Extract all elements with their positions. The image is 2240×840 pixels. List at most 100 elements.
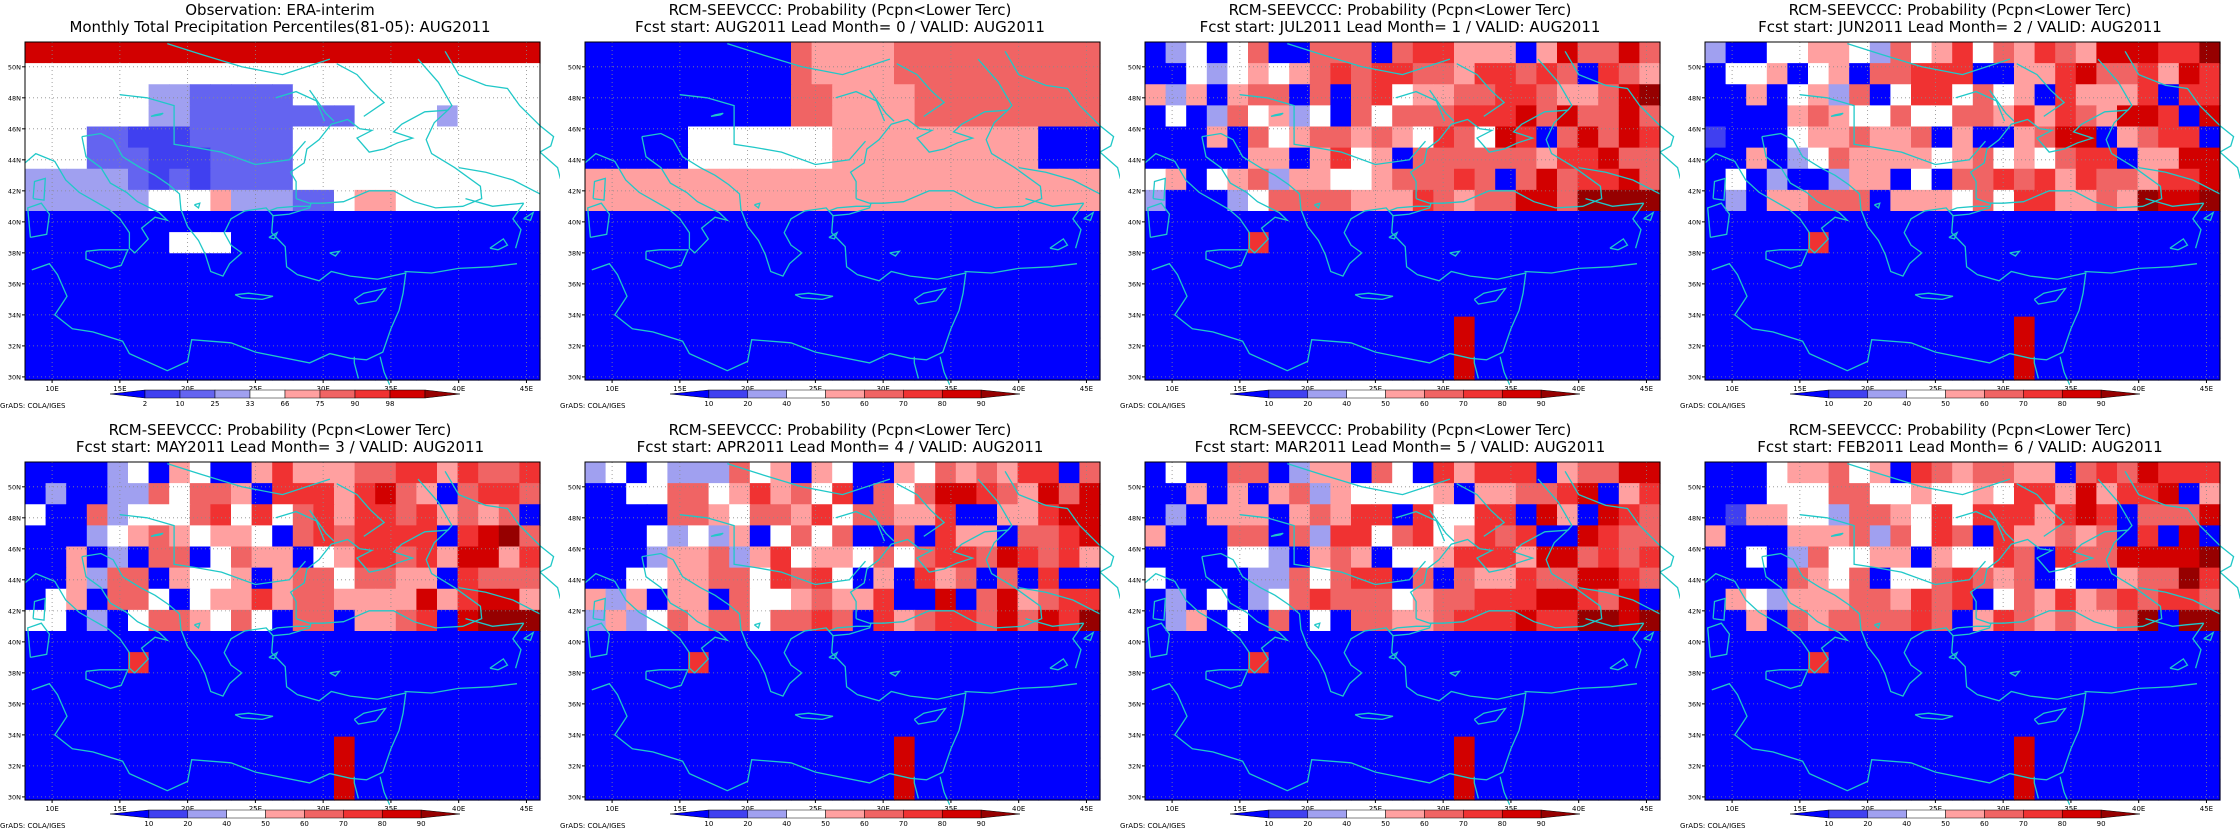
grid-cell [2034, 295, 2056, 318]
grid-cell [45, 631, 67, 653]
grid-cell [2034, 42, 2056, 64]
grid-cell [976, 462, 998, 484]
grid-cell [1890, 567, 1912, 590]
coastline [1072, 202, 1085, 249]
grid-cell [1145, 588, 1167, 611]
grid-cell [1639, 253, 1661, 275]
grid-cell [25, 778, 47, 801]
grid-cell [1351, 462, 1373, 484]
grid-cell [1911, 483, 1933, 505]
grid-cell [811, 525, 833, 548]
grid-cell [1433, 504, 1455, 526]
grid-cell [1705, 126, 1727, 149]
colorbar-label: 90 [351, 400, 360, 408]
colorbar: 10 20 40 50 60 70 80 90 [669, 809, 1021, 828]
grid-cell [519, 546, 541, 569]
grid-cell [272, 337, 294, 360]
grid-cell [1186, 337, 1208, 360]
grid-cell [1079, 189, 1101, 212]
y-tick-label: 46N [8, 545, 21, 553]
grid-cell [1931, 778, 1953, 801]
coastline [1659, 125, 1675, 153]
grid-cell [1351, 84, 1373, 106]
grid-cell [1828, 609, 1850, 632]
grid-cell [1618, 504, 1640, 526]
grid-cell [1495, 757, 1517, 780]
grid-cell [1618, 358, 1640, 381]
grid-cell [251, 546, 273, 569]
grid-cell [1017, 63, 1039, 85]
grid-cell [292, 588, 314, 611]
grid-cell [688, 253, 710, 275]
grid-cell [605, 567, 627, 590]
grid-cell [1017, 757, 1039, 780]
grid-cell [1849, 168, 1871, 191]
grid-cell [148, 652, 170, 674]
grid-cell [1454, 337, 1476, 360]
grid-cell [749, 483, 771, 505]
grid-cell [1079, 631, 1101, 653]
coastline [1049, 237, 1069, 251]
grid-cell [1330, 736, 1352, 759]
grid-cell [832, 652, 854, 674]
grid-cell [1351, 63, 1373, 85]
grid-cell [1787, 609, 1809, 632]
grid-cell [2096, 504, 2118, 526]
grid-cell [498, 462, 520, 484]
grid-cell [1515, 337, 1537, 360]
grid-cell [1412, 42, 1434, 64]
grid-cell [1206, 147, 1228, 170]
coastline [1874, 622, 1881, 629]
grid-cell [478, 337, 500, 360]
coastline [523, 211, 535, 222]
grid-cell [148, 147, 170, 170]
grid-cell [416, 694, 438, 717]
grid-cell [605, 337, 627, 360]
grid-cell [2075, 42, 2097, 64]
grid-cell [1038, 147, 1060, 170]
grid-cell [1828, 694, 1850, 717]
grid-cell [395, 546, 417, 569]
grid-cell [86, 504, 108, 526]
grid-cell [873, 462, 895, 484]
grid-cell [395, 525, 417, 548]
grid-cell [1351, 295, 1373, 318]
grid-cell [852, 546, 874, 569]
grid-cell [770, 147, 792, 170]
colorbar-segment [1385, 809, 1425, 819]
grid-cell [1268, 652, 1290, 674]
grid-cell [2117, 504, 2139, 526]
grid-cell [1206, 736, 1228, 759]
grid-cell [128, 232, 150, 254]
grid-cell [1351, 358, 1373, 381]
panel-title: RCM-SEEVCCC: Probability (Pcpn<Lower Ter… [108, 421, 452, 439]
grid-cell [1766, 42, 1788, 64]
grid-cell [334, 673, 356, 695]
grid-cell [498, 147, 520, 170]
grid-cell [585, 232, 607, 254]
grid-cell [1577, 337, 1599, 360]
grid-cell [1289, 694, 1311, 717]
grid-cell [1145, 694, 1167, 717]
grid-cell [667, 673, 689, 695]
colorbar-label: 20 [743, 400, 752, 408]
grid-cell [1351, 588, 1373, 611]
coastline [27, 622, 51, 659]
grid-cell [416, 295, 438, 318]
grid-cell [791, 673, 813, 695]
grid-cell [272, 694, 294, 717]
x-tick-label: 15E [1793, 385, 1806, 393]
grid-cell [1536, 757, 1558, 780]
coastlines [24, 42, 560, 385]
grid-cell [1639, 189, 1661, 212]
grid-cell [1639, 673, 1661, 695]
grid-cell [1017, 673, 1039, 695]
grid-cell [1309, 168, 1331, 191]
x-tick-label: 40E [1012, 385, 1025, 393]
grid-cell [626, 652, 648, 674]
grid-cell [1058, 42, 1080, 64]
grid-cell [873, 168, 895, 191]
grid-cell [1766, 63, 1788, 85]
colorbar-segment [265, 809, 305, 819]
grid-cell [852, 126, 874, 149]
